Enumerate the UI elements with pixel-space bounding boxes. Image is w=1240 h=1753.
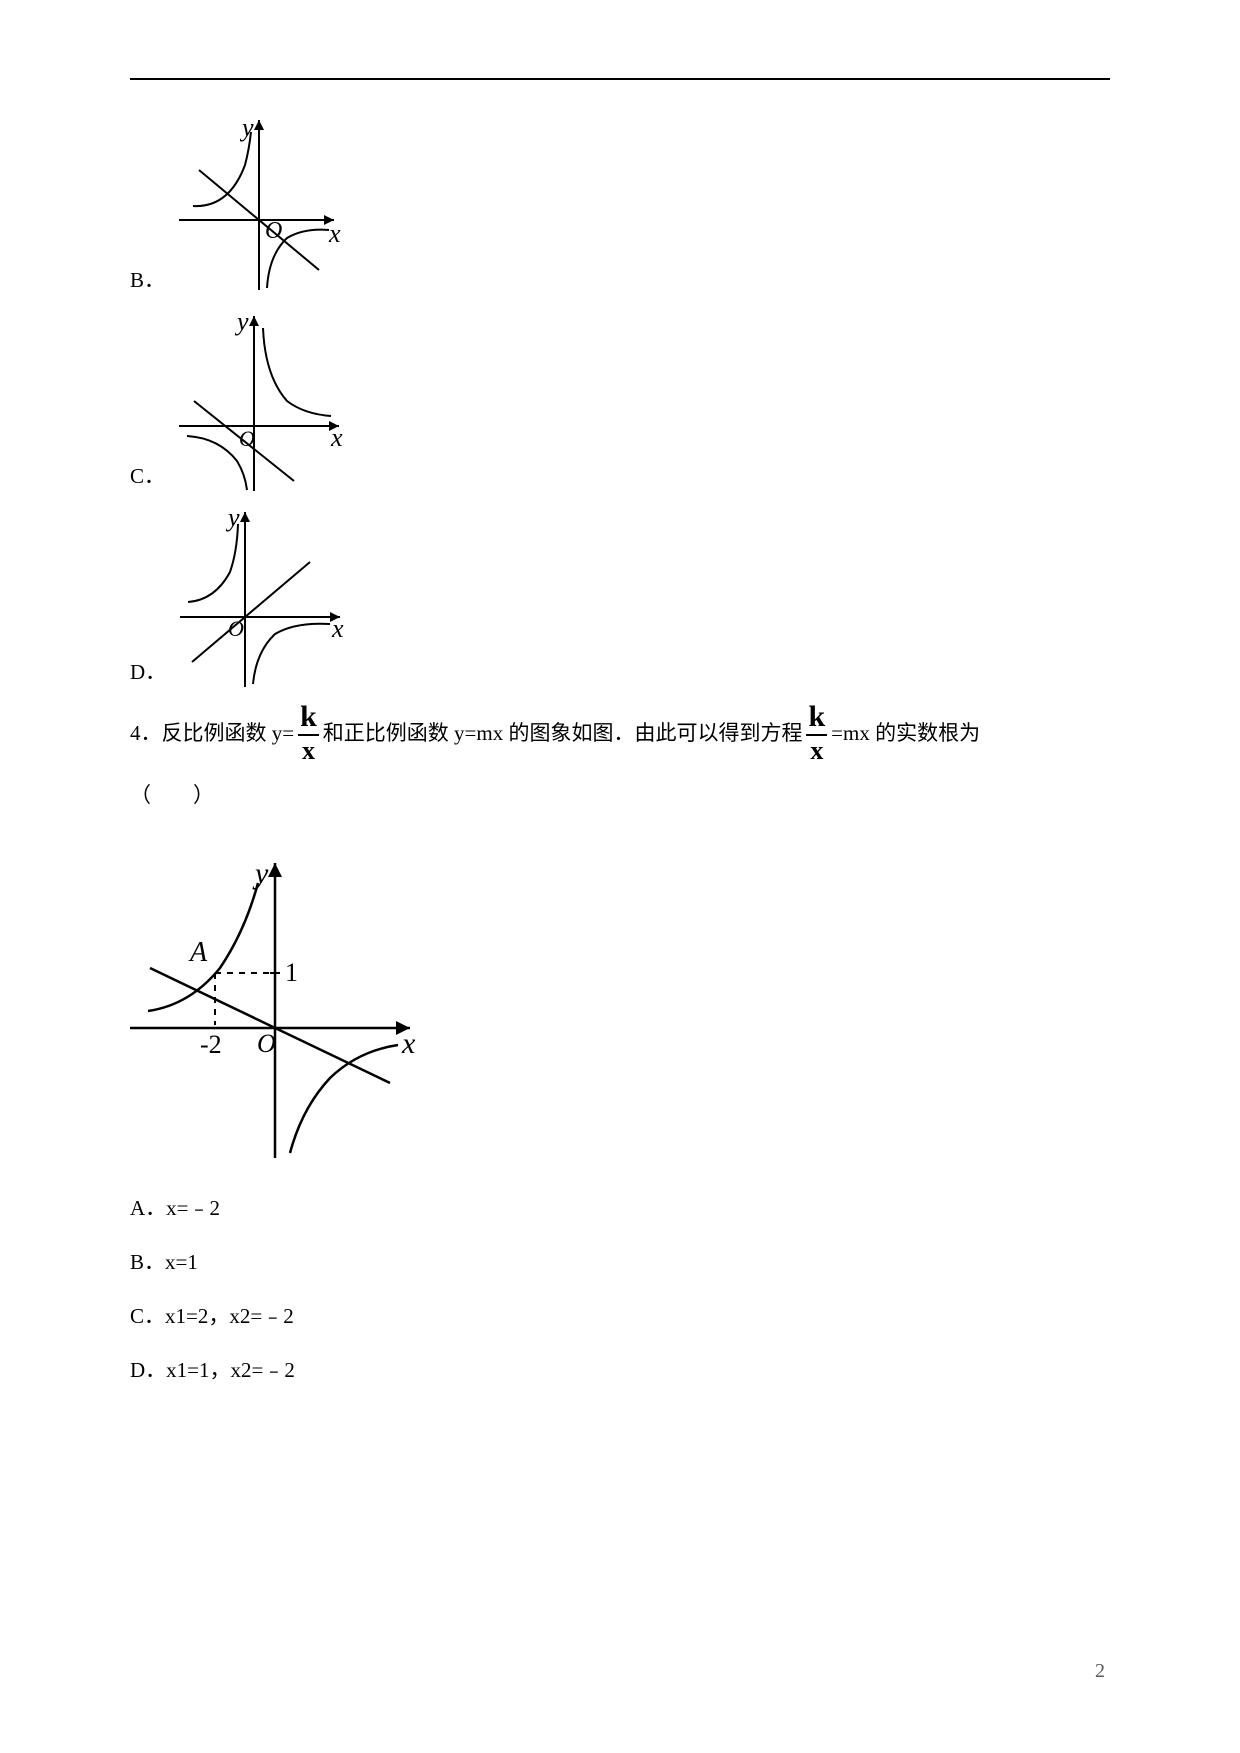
question-4-text: 4．反比例函数 y= k x 和正比例函数 y=mx 的图象如图．由此可以得到方… [130,702,1110,823]
q4-y-label: y [252,857,269,890]
top-horizontal-rule [130,78,1110,80]
option-d-label: D． [130,656,166,686]
q4-answer-a: A．x=﹣2 [130,1192,1110,1222]
q4-answer-d: D．x1=1，x2=﹣2 [130,1354,1110,1384]
q4-ytick: 1 [285,958,298,987]
svg-text:x: x [330,423,343,452]
option-b-row: B． y x O [130,110,1110,300]
option-c-row: C． y x O [130,306,1110,496]
q4-frac2: k x [806,702,827,764]
q4-origin: O [257,1029,276,1058]
graph-c-svg: y x O [179,306,349,496]
option-d-graph: y x O [180,502,350,692]
q4-mid2: =mx 的实数根为 [831,706,980,761]
content-area: B． y x O [130,110,1110,1408]
question-4-graph: y x O 1 -2 A [130,853,1110,1168]
q4-frac2-den: x [806,736,827,764]
option-c-label: C． [130,460,165,490]
option-d-row: D． y x O [130,502,1110,692]
page: B． y x O [0,0,1240,1753]
option-c-graph: y x O [179,306,349,496]
q4-frac2-num: k [806,702,827,736]
q4-frac1-den: x [298,736,319,764]
q4-graph-svg: y x O 1 -2 A [130,853,430,1163]
svg-text:y: y [239,113,254,142]
option-b-label: B． [130,264,165,294]
page-number: 2 [1095,1660,1105,1683]
q4-x-label: x [401,1027,416,1060]
q4-xtick: -2 [200,1030,222,1059]
graph-d-svg: y x O [180,502,350,692]
q4-mid1: 和正比例函数 y=mx 的图象如图．由此可以得到方程 [323,706,803,761]
svg-text:x: x [331,614,344,643]
svg-text:y: y [234,307,249,336]
q4-pre1: 4．反比例函数 y= [130,706,294,761]
q4-frac1: k x [298,702,319,764]
svg-text:x: x [328,219,341,248]
q4-point-a: A [188,937,208,968]
q4-line1: 4．反比例函数 y= k x 和正比例函数 y=mx 的图象如图．由此可以得到方… [130,702,980,764]
q4-answer-b: B．x=1 [130,1246,1110,1276]
option-b-graph: y x O [179,110,349,300]
q4-paren: （ ） [130,768,1110,823]
q4-answer-c: C．x1=2，x2=﹣2 [130,1300,1110,1330]
q4-frac1-num: k [298,702,319,736]
graph-b-svg: y x O [179,110,349,300]
